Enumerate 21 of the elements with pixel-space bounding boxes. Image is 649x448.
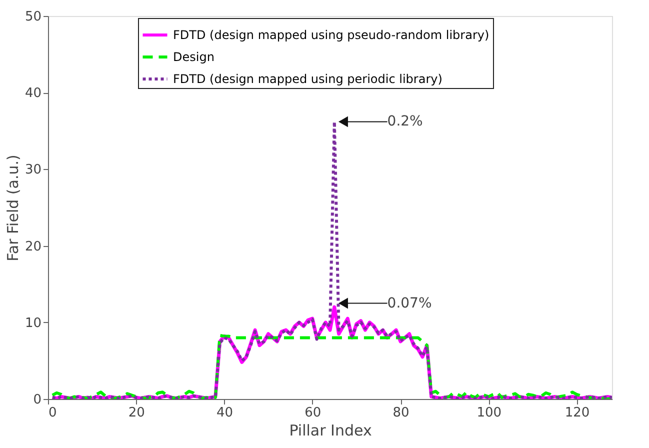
legend-label: FDTD (design mapped using periodic library): [173, 72, 442, 86]
legend-label: Design: [173, 50, 214, 64]
x-tick-label: 60: [304, 406, 322, 420]
y-tick-label: 20: [24, 239, 42, 254]
y-tick-label: 30: [24, 162, 42, 178]
x-tick-label: 0: [48, 406, 57, 420]
x-tick-label: 80: [392, 406, 410, 420]
y-tick-label: 0: [33, 392, 42, 408]
line-series: [50, 334, 612, 399]
x-axis-title: Pillar Index: [289, 422, 372, 440]
annotation: 0.07%: [387, 295, 432, 312]
x-tick-label: 40: [216, 406, 234, 420]
x-tick-label: 120: [564, 406, 590, 420]
y-tick-label: 10: [24, 316, 42, 331]
annotation: 0.2%: [387, 114, 423, 130]
y-tick-label: 50: [24, 10, 42, 24]
y-tick-label: 40: [24, 86, 42, 102]
x-tick-label: 20: [128, 406, 145, 420]
legend-label: FDTD (design mapped using pseudo-random library): [173, 28, 490, 42]
x-tick-label: 100: [476, 406, 502, 420]
y-axis-title: Far Field (a.u.): [4, 154, 22, 262]
